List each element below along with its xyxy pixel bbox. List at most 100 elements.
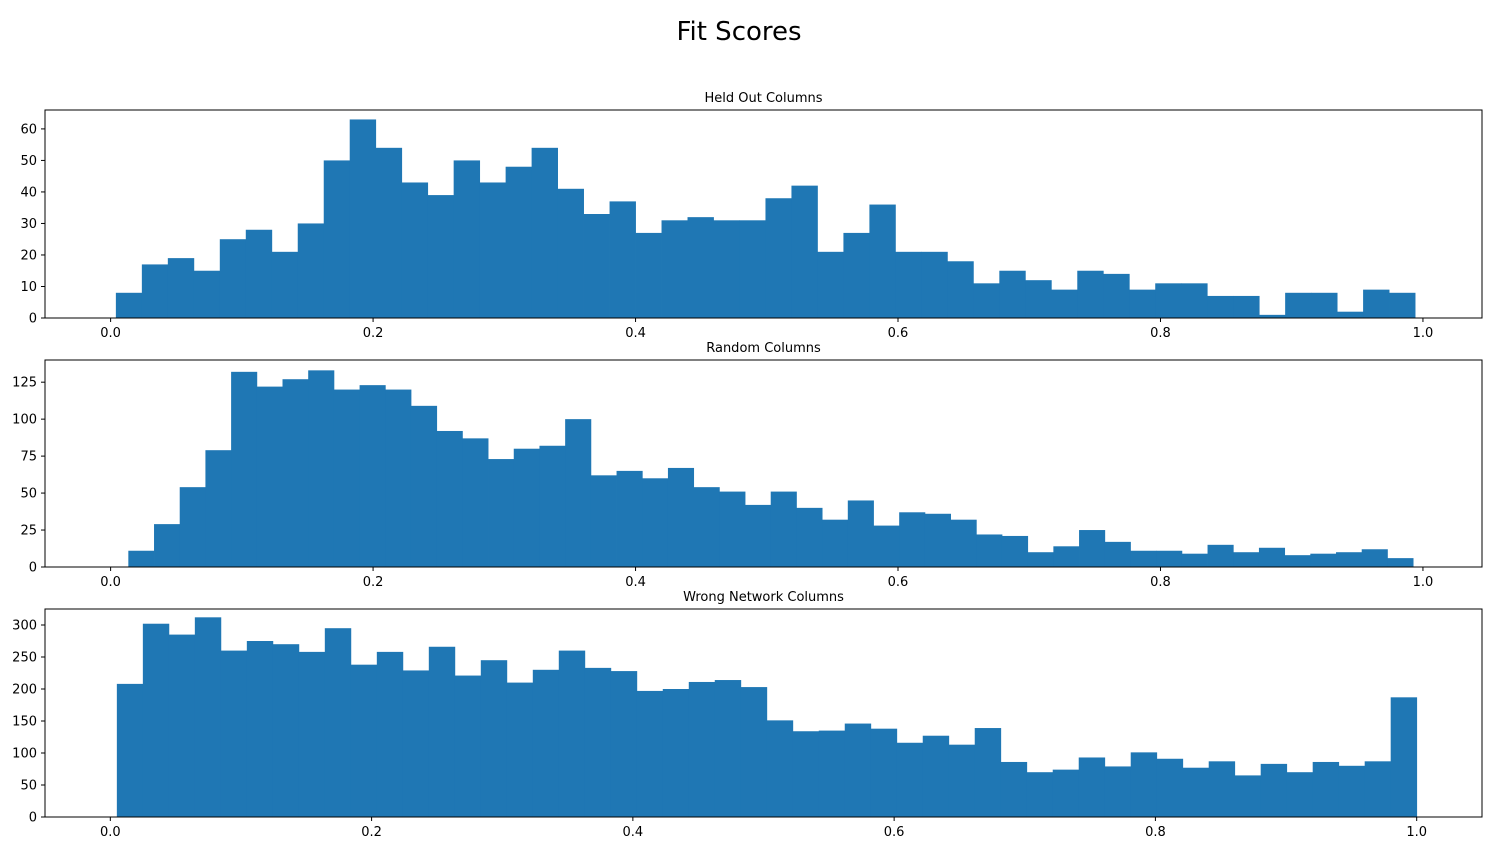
histogram-bar: [308, 370, 335, 567]
histogram-bar: [436, 430, 463, 567]
histogram-bar: [1181, 283, 1208, 318]
histogram-bar: [359, 385, 386, 567]
histogram-bar: [532, 669, 560, 817]
histogram-bar: [246, 641, 274, 817]
y-tick-label: 30: [20, 217, 37, 232]
histogram-bar: [1155, 283, 1182, 318]
y-tick-label: 100: [12, 747, 37, 762]
histogram-bar: [1026, 772, 1054, 817]
x-tick-label: 0.2: [361, 825, 382, 840]
histogram-bar: [693, 487, 720, 567]
subplot-wrong-network-columns: Wrong Network Columns 0.0 0.2 0.4 0.6 0.8 1.0 0…: [12, 590, 1483, 840]
x-tick-label: 1.0: [1413, 326, 1434, 341]
histogram-bar: [1001, 535, 1029, 567]
histogram-bar: [531, 147, 558, 318]
y-tick-label: 0: [29, 811, 37, 826]
histogram-bar: [822, 519, 849, 567]
y-tick-label: 10: [20, 280, 37, 295]
histogram-bar: [1390, 697, 1418, 817]
subplot-title: Wrong Network Columns: [683, 590, 844, 605]
histogram-bar: [739, 220, 766, 318]
histogram-bar: [1156, 758, 1184, 817]
histogram-bar: [770, 491, 797, 567]
histogram-bar: [921, 251, 948, 318]
x-tick-label: 0.8: [1150, 326, 1171, 341]
subplot-held-out-columns: Held Out Columns 0.0 0.2 0.4 0.6 0.8 1.0 0 10 20 3…: [20, 91, 1483, 341]
subplot-random-columns: Random Columns 0.0 0.2 0.4 0.6 0.8 1.0 0 25 50 75 1…: [12, 341, 1483, 590]
histogram-bar: [745, 504, 772, 567]
histogram-bar: [194, 617, 222, 817]
histogram-bar: [1233, 552, 1260, 567]
x-tick-label: 0.6: [888, 326, 909, 341]
histogram-bar: [792, 731, 820, 817]
histogram-bar: [590, 475, 617, 567]
y-tick-label: 50: [20, 779, 37, 794]
histogram-bar: [462, 438, 489, 567]
x-tick-label: 0.0: [100, 575, 121, 590]
histogram-bar: [1053, 546, 1080, 567]
x-tick-label: 0.6: [884, 825, 905, 840]
histogram-bar: [454, 675, 482, 817]
histogram-bar: [950, 519, 977, 567]
histogram-bar: [999, 270, 1026, 318]
histogram-bar: [1310, 553, 1337, 567]
histogram-bar: [687, 217, 714, 318]
x-tick-label: 0.4: [623, 825, 644, 840]
histogram-bar: [766, 720, 794, 817]
histogram-bar: [1336, 552, 1363, 567]
histogram-bar: [1079, 530, 1106, 567]
histogram-bar: [128, 550, 155, 567]
histogram-bar: [402, 670, 430, 817]
histogram-bar: [843, 232, 870, 318]
histogram-bar: [323, 160, 351, 318]
histogram-bar: [817, 251, 844, 318]
histogram-bar: [167, 258, 195, 318]
histogram-bar: [636, 690, 664, 817]
y-tick-label: 150: [12, 715, 37, 730]
x-tick-label: 0.0: [100, 825, 121, 840]
x-tick-label: 0.2: [363, 326, 384, 341]
histogram-bar: [1387, 558, 1414, 567]
histogram-bar: [333, 389, 360, 567]
histogram-bar: [488, 459, 515, 567]
histogram-bar: [205, 450, 232, 567]
histogram-bar: [1233, 295, 1260, 318]
histogram-bar: [231, 371, 258, 567]
histogram-bar: [256, 386, 283, 567]
histogram-bar: [115, 292, 143, 318]
histogram-bar: [714, 680, 742, 817]
histogram-bar: [610, 671, 638, 817]
x-tick-label: 1.0: [1413, 575, 1434, 590]
histogram-bar: [506, 682, 534, 817]
x-tick-label: 1.0: [1406, 825, 1427, 840]
histogram-bar: [1207, 295, 1234, 318]
histogram-bar: [220, 650, 248, 817]
histogram-bar: [1027, 552, 1054, 567]
histogram-bar: [1051, 289, 1078, 318]
histogram-bar: [1207, 544, 1234, 567]
subplot-title: Held Out Columns: [704, 91, 822, 106]
x-tick-label: 0.4: [625, 575, 646, 590]
y-tick-label: 250: [12, 651, 37, 666]
histogram-bar: [298, 651, 326, 817]
histogram-bar: [1312, 761, 1340, 817]
histogram-bar: [1156, 550, 1183, 567]
y-tick-label: 300: [12, 619, 37, 634]
histogram-bar: [142, 623, 170, 817]
histogram-bar: [376, 651, 404, 817]
histogram-bar: [272, 644, 300, 817]
histogram-bar: [1052, 769, 1080, 817]
histogram-bar: [1285, 292, 1312, 318]
histogram-bar: [1129, 289, 1156, 318]
histogram-bar: [616, 470, 643, 567]
y-tick-label: 60: [20, 122, 37, 137]
histogram-bar: [282, 379, 309, 567]
histogram-bar: [635, 232, 662, 318]
histogram-bar: [297, 223, 325, 318]
histogram-bar: [796, 507, 823, 567]
histogram-bar: [1078, 757, 1106, 817]
axes-frame: [44, 608, 1483, 818]
histogram-bar: [193, 270, 221, 318]
histogram-bar: [513, 448, 540, 567]
histogram-bar: [116, 683, 144, 817]
